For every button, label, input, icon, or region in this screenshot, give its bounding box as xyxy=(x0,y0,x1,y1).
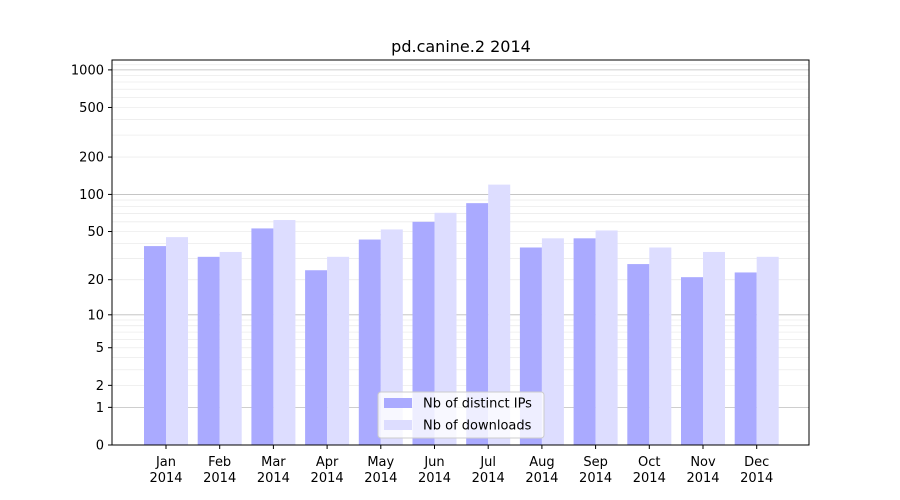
plot-frame xyxy=(111,59,810,446)
x-axis: Jan 2014 Feb 2014 Mar 2014 Apr 2014 May 2014 Jun 20… xyxy=(149,445,773,486)
x-tick-label: Aug 2014 xyxy=(525,455,558,486)
x-tick-label: Apr 2014 xyxy=(311,455,344,486)
bar-downloads xyxy=(541,238,564,445)
y-tick-label: 200 xyxy=(79,151,104,166)
y-tick-label: 1000 xyxy=(71,63,104,78)
bar-distinct-ips xyxy=(681,277,703,445)
bar-distinct-ips xyxy=(144,246,166,445)
bar-downloads xyxy=(756,256,779,445)
bar-downloads xyxy=(703,251,725,445)
bar-distinct-ips xyxy=(734,272,757,445)
x-tick-label: Sep 2014 xyxy=(579,455,612,486)
legend-swatch xyxy=(384,398,412,408)
bar-distinct-ips xyxy=(305,270,328,445)
bar-distinct-ips xyxy=(251,228,274,445)
y-tick-label: 50 xyxy=(87,225,104,240)
bar-downloads xyxy=(595,230,618,445)
legend-box xyxy=(377,391,545,439)
bar-distinct-ips xyxy=(412,221,435,445)
bar-distinct-ips xyxy=(358,239,381,445)
y-tick-label: 500 xyxy=(79,101,104,116)
bar-downloads xyxy=(327,256,350,445)
y-tick-label: 20 xyxy=(87,273,104,288)
bar-downloads xyxy=(488,184,511,445)
x-tick-label: Mar 2014 xyxy=(257,455,290,486)
legend-swatch xyxy=(384,420,412,430)
y-tick-label: 100 xyxy=(79,188,104,203)
y-tick-label: 2 xyxy=(96,379,104,394)
bar-downloads xyxy=(649,247,672,445)
y-tick-label: 5 xyxy=(96,341,104,356)
x-tick-label: Jul 2014 xyxy=(472,455,505,486)
bars xyxy=(144,184,779,445)
x-tick-label: Nov 2014 xyxy=(686,455,719,486)
bar-downloads xyxy=(273,220,296,445)
x-tick-label: Jan 2014 xyxy=(149,455,182,486)
bar-distinct-ips xyxy=(627,264,650,445)
x-tick-label: Oct 2014 xyxy=(633,455,666,486)
bar-downloads xyxy=(380,229,403,445)
y-tick-label: 10 xyxy=(87,308,104,323)
y-tick-label: 0 xyxy=(96,439,104,454)
bar-distinct-ips xyxy=(197,256,220,445)
legend-label: Nb of distinct IPs xyxy=(423,397,532,412)
y-tick-label: 1 xyxy=(96,401,104,416)
legend-label: Nb of downloads xyxy=(423,419,532,434)
bar-downloads xyxy=(166,237,188,445)
bar-downloads xyxy=(219,251,242,445)
legend: Nb of distinct IPs Nb of downloads xyxy=(377,391,545,439)
chart-title: pd.canine.2 2014 xyxy=(391,37,531,56)
x-tick-label: Jun 2014 xyxy=(418,455,451,486)
bar-downloads xyxy=(434,212,457,445)
bar-distinct-ips xyxy=(573,238,596,445)
x-tick-label: May 2014 xyxy=(364,455,397,486)
bar-distinct-ips xyxy=(466,203,489,445)
x-tick-label: Feb 2014 xyxy=(203,455,236,486)
x-tick-label: Dec 2014 xyxy=(740,455,773,486)
y-axis: 0 1 2 5 10 20 50 100 200 500 1000 xyxy=(71,63,112,454)
